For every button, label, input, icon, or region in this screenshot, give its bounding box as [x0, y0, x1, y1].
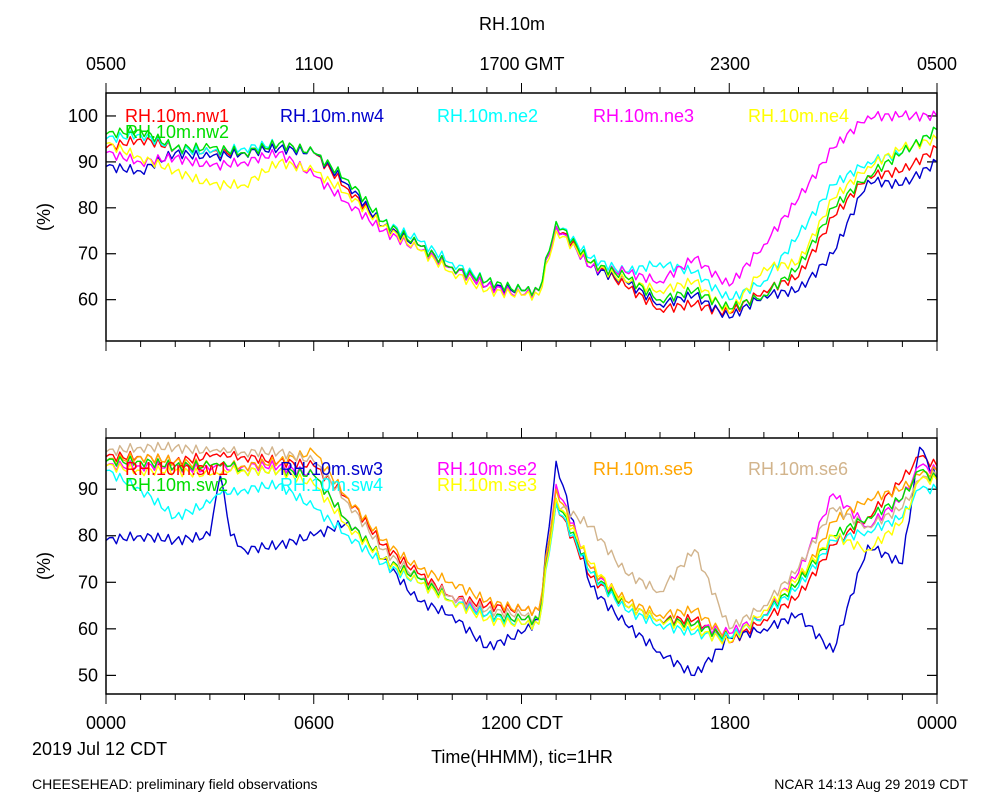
footer-right: NCAR 14:13 Aug 29 2019 CDT	[774, 776, 968, 792]
y-tick-label: 90	[78, 479, 98, 499]
bottom-axis-labels: 0000 0600 1200 CDT 1800 0000	[86, 713, 957, 733]
legend-label-RH-10m-sw3: RH.10m.sw3	[280, 459, 383, 479]
legend-label-RH-10m-sw2: RH.10m.sw2	[125, 475, 228, 495]
y-tick-label: 70	[78, 244, 98, 264]
lower-y-label: (%)	[34, 552, 54, 580]
series-line-RH-10m-nw1	[105, 135, 938, 317]
x-axis-title: Time(HHMM), tic=1HR	[431, 747, 613, 767]
legend-label-RH-10m-se2: RH.10m.se2	[437, 459, 537, 479]
legend-label-RH-10m-ne2: RH.10m.ne2	[437, 106, 538, 126]
legend-label-RH-10m-nw1: RH.10m.nw1	[125, 106, 229, 126]
upper-panel: 60 70 80 90 100 (%) RH.10m.nw1 RH.10m.nw4 RH.1…	[34, 83, 938, 351]
bottom-axis-label: 1200 CDT	[481, 713, 563, 733]
legend-label-RH-10m-sw1: RH.10m.sw1	[125, 459, 228, 479]
series-line-RH-10m-nw2	[105, 125, 938, 311]
y-tick-label: 80	[78, 198, 98, 218]
y-tick-label: 50	[78, 665, 98, 685]
series-line-RH-10m-nw4	[105, 143, 938, 319]
legend-label-RH-10m-ne3: RH.10m.ne3	[593, 106, 694, 126]
upper-y-label: (%)	[34, 203, 54, 231]
upper-plot-frame	[105, 92, 938, 342]
y-tick-label: 60	[78, 619, 98, 639]
legend-label-RH-10m-sw4: RH.10m.sw4	[280, 475, 383, 495]
legend-label-RH-10m-se3: RH.10m.se3	[437, 475, 537, 495]
legend-label-RH-10m-ne4: RH.10m.ne4	[748, 106, 849, 126]
bottom-axis-label: 1800	[710, 713, 750, 733]
bottom-axis-label: 0000	[86, 713, 126, 733]
y-tick-label: 90	[78, 152, 98, 172]
date-label: 2019 Jul 12 CDT	[32, 739, 167, 759]
series-line-RH-10m-se3	[105, 462, 938, 645]
legend-label-RH-10m-se6: RH.10m.se6	[748, 459, 848, 479]
top-axis-label: 1100	[295, 54, 334, 74]
legend-label-RH-10m-nw2: RH.10m.nw2	[125, 122, 229, 142]
series-line-RH-10m-ne3	[105, 110, 938, 298]
series-line-RH-10m-se6	[105, 441, 938, 630]
y-tick-label: 70	[78, 572, 98, 592]
bottom-axis-label: 0000	[917, 713, 957, 733]
footer-left: CHEESEHEAD: preliminary field observatio…	[32, 776, 318, 792]
top-axis-label: 1700 GMT	[479, 54, 564, 74]
y-tick-label: 60	[78, 290, 98, 310]
legend-label-RH-10m-se5: RH.10m.se5	[593, 459, 693, 479]
lower-plot-frame	[105, 437, 938, 695]
y-tick-label: 80	[78, 526, 98, 546]
top-axis-labels: 0500 1100 1700 GMT 2300 0500	[86, 54, 957, 74]
top-axis-label: 0500	[86, 54, 126, 74]
y-tick-label: 100	[68, 106, 98, 126]
chart-title: RH.10m	[479, 14, 545, 34]
series-line-RH-10m-ne4	[105, 134, 938, 315]
top-axis-label: 2300	[710, 54, 750, 74]
legend-label-RH-10m-nw4: RH.10m.nw4	[280, 106, 384, 126]
series-line-RH-10m-sw3	[105, 446, 938, 677]
top-axis-label: 0500	[917, 54, 957, 74]
bottom-axis-label: 0600	[294, 713, 334, 733]
